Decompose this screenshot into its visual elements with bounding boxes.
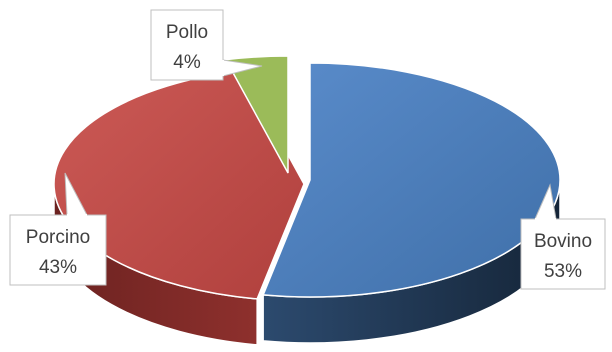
pie-slice-pollo (224, 55, 289, 174)
callout-pollo: Pollo 4% (150, 9, 263, 81)
callout-bovino: Bovino 53% (520, 183, 606, 290)
slice-percent-pollo: 4% (173, 52, 201, 73)
slice-name-pollo: Pollo (166, 22, 208, 43)
pie-slice-porcino (53, 69, 305, 300)
slice-name-bovino: Bovino (534, 231, 592, 252)
slice-percent-bovino: 53% (544, 261, 582, 282)
callout-porcino: Porcino 43% (9, 172, 107, 286)
slice-percent-porcino: 43% (39, 257, 77, 278)
pie-slice-bovino (262, 62, 561, 298)
slice-name-porcino: Porcino (26, 227, 90, 248)
